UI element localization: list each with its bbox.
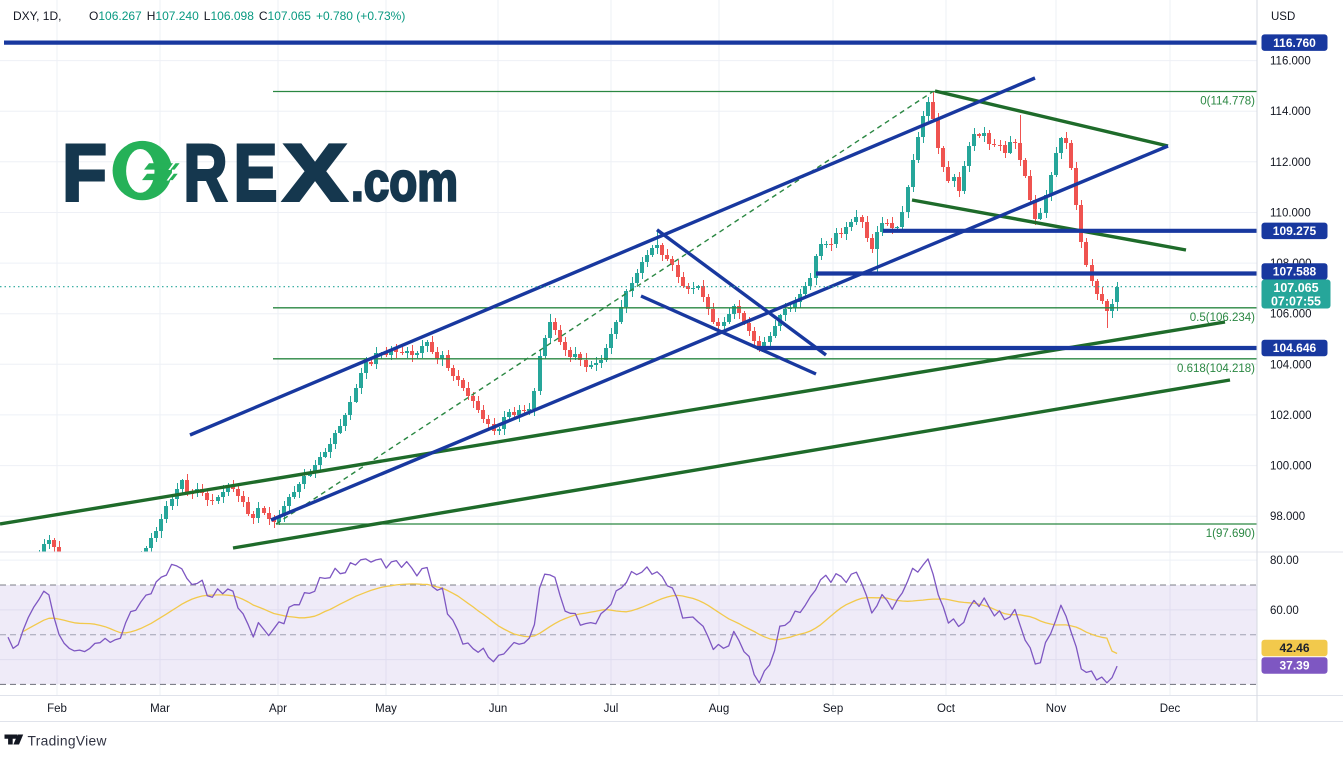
svg-text:42.46: 42.46 [1279,641,1309,655]
svg-text:Aug: Aug [709,703,729,715]
svg-text:114.000: 114.000 [1270,106,1311,118]
svg-text:60.00: 60.00 [1270,605,1299,617]
svg-text:116.000: 116.000 [1270,56,1311,68]
svg-text:Sep: Sep [823,703,843,715]
svg-text:Dec: Dec [1160,703,1181,715]
svg-text:1(97.690): 1(97.690) [1206,528,1255,540]
svg-text:X: X [283,128,347,218]
svg-text:116.760: 116.760 [1273,36,1316,50]
svg-text:Nov: Nov [1046,703,1067,715]
svg-text:80.00: 80.00 [1270,555,1299,567]
svg-text:104.000: 104.000 [1270,359,1312,371]
svg-text:100.000: 100.000 [1270,461,1312,473]
svg-text:TradingView: TradingView [28,734,107,749]
svg-text:Feb: Feb [47,703,67,715]
svg-text:Jun: Jun [489,703,508,715]
svg-text:0.5(106.234): 0.5(106.234) [1190,312,1255,324]
svg-text:May: May [375,703,397,715]
svg-text:37.39: 37.39 [1279,659,1309,673]
svg-text:F: F [62,128,107,218]
svg-text:E: E [234,128,278,218]
svg-text:107.065: 107.065 [1273,281,1318,295]
svg-text:R: R [184,128,228,218]
svg-text:109.275: 109.275 [1273,224,1317,238]
svg-text:112.000: 112.000 [1270,157,1311,169]
svg-text:Mar: Mar [150,703,170,715]
svg-text:106.000: 106.000 [1270,309,1312,321]
svg-text:Apr: Apr [269,703,287,715]
svg-text:Jul: Jul [604,703,619,715]
svg-text:DXY, 1D,: DXY, 1D, [13,9,61,23]
svg-text:USD: USD [1271,11,1295,23]
svg-text:102.000: 102.000 [1270,410,1312,422]
svg-text:Oct: Oct [937,703,956,715]
svg-text:104.646: 104.646 [1273,341,1317,355]
svg-text:.com: .com [351,150,458,212]
svg-text:0.618(104.218): 0.618(104.218) [1177,363,1255,375]
svg-text:107.588: 107.588 [1273,265,1317,279]
svg-text:98.000: 98.000 [1270,511,1305,523]
svg-text:110.000: 110.000 [1270,208,1311,220]
svg-text:07:07:55: 07:07:55 [1271,295,1321,309]
svg-text:0(114.778): 0(114.778) [1200,96,1255,108]
